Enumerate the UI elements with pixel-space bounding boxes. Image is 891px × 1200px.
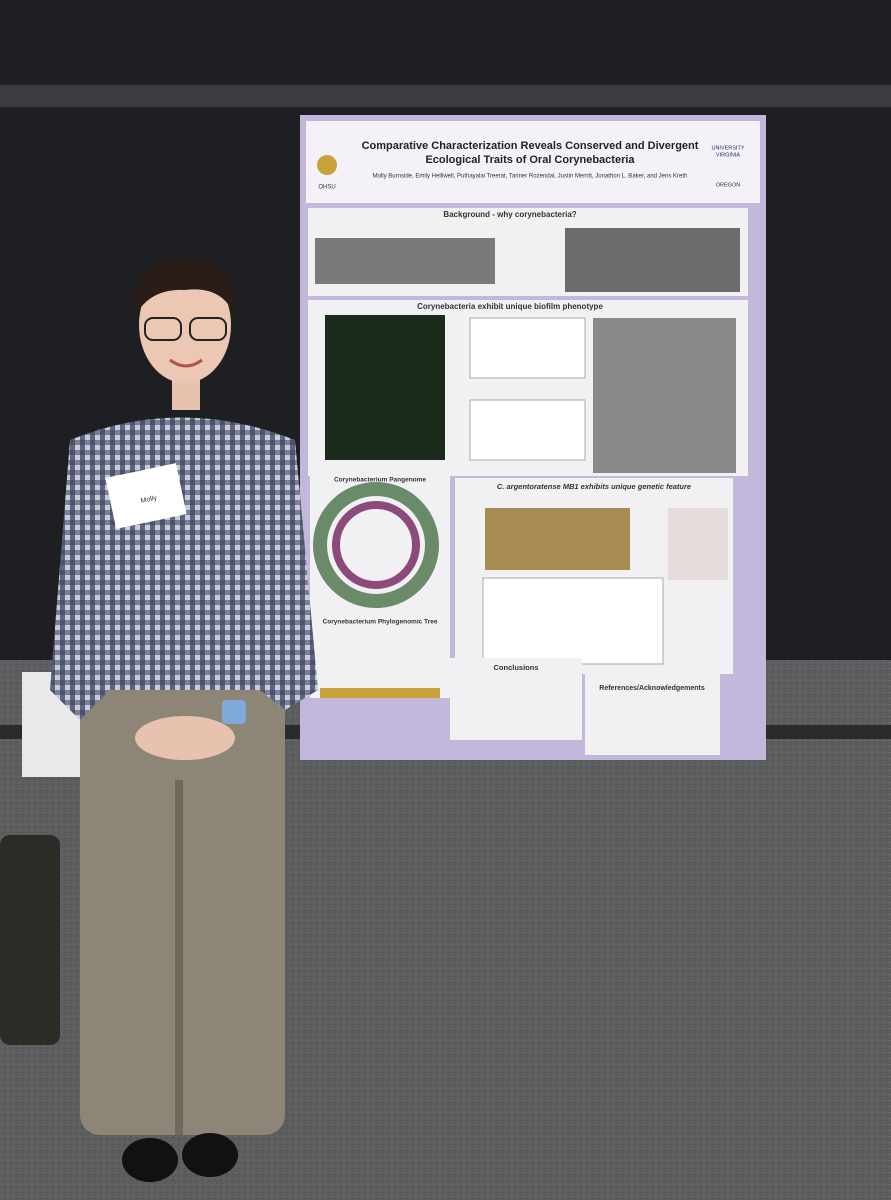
logo-text: VIRGINIA: [716, 152, 740, 158]
section-title: Corynebacterium Pangenome: [334, 477, 426, 484]
plot: [469, 399, 586, 461]
trouser-gap: [175, 780, 183, 1135]
micrograph: [593, 318, 736, 473]
section-title: C. argentoratense MB1 exhibits unique ge…: [497, 482, 691, 491]
smile: [169, 358, 203, 368]
poster-authors: Molly Burnside, Emily Helliwell, Puthaya…: [373, 174, 688, 180]
logo-text: OREGON: [716, 182, 740, 188]
poster-title: Comparative Characterization Reveals Con…: [362, 140, 699, 152]
plate-image: [668, 508, 728, 580]
rail: [0, 85, 891, 107]
table-image: [482, 577, 664, 665]
bag: [0, 835, 60, 1045]
hair: [132, 258, 237, 320]
shoe: [182, 1133, 238, 1177]
section-title: References/Acknowledgements: [599, 685, 705, 692]
poster-title: Ecological Traits of Oral Corynebacteria: [425, 154, 635, 166]
shirt: [50, 417, 318, 720]
badge-name: Molly: [140, 495, 158, 505]
logo-text: UNIVERSITY: [711, 145, 744, 151]
glasses: [189, 317, 227, 341]
logo-text: OHSU: [318, 185, 335, 191]
poster: Comparative Characterization Reveals Con…: [300, 115, 766, 760]
person: Molly: [50, 258, 318, 1182]
face: [139, 267, 231, 383]
hands: [135, 716, 235, 760]
pangenome-ring: [332, 501, 420, 589]
ohsu-logo: [317, 155, 337, 175]
panel: [450, 658, 582, 740]
plate-image: [485, 508, 630, 570]
panel: [585, 670, 720, 755]
poster-header: [306, 121, 760, 203]
section-title: Background - why corynebacteria?: [443, 210, 576, 219]
plot: [469, 317, 586, 379]
micrograph: [315, 238, 495, 284]
tree-legend: [320, 688, 440, 698]
shoe: [122, 1138, 178, 1182]
section-title: Corynebacterium Phylogenomic Tree: [323, 619, 438, 626]
pangenome-ring: [313, 482, 439, 608]
section-title: Corynebacteria exhibit unique biofilm ph…: [417, 302, 603, 311]
glasses: [144, 317, 182, 341]
name-badge: [105, 463, 187, 529]
micrograph: [565, 228, 740, 292]
biofilm-images: [325, 315, 445, 460]
watch: [222, 700, 246, 724]
section-title: Conclusions: [493, 663, 538, 672]
